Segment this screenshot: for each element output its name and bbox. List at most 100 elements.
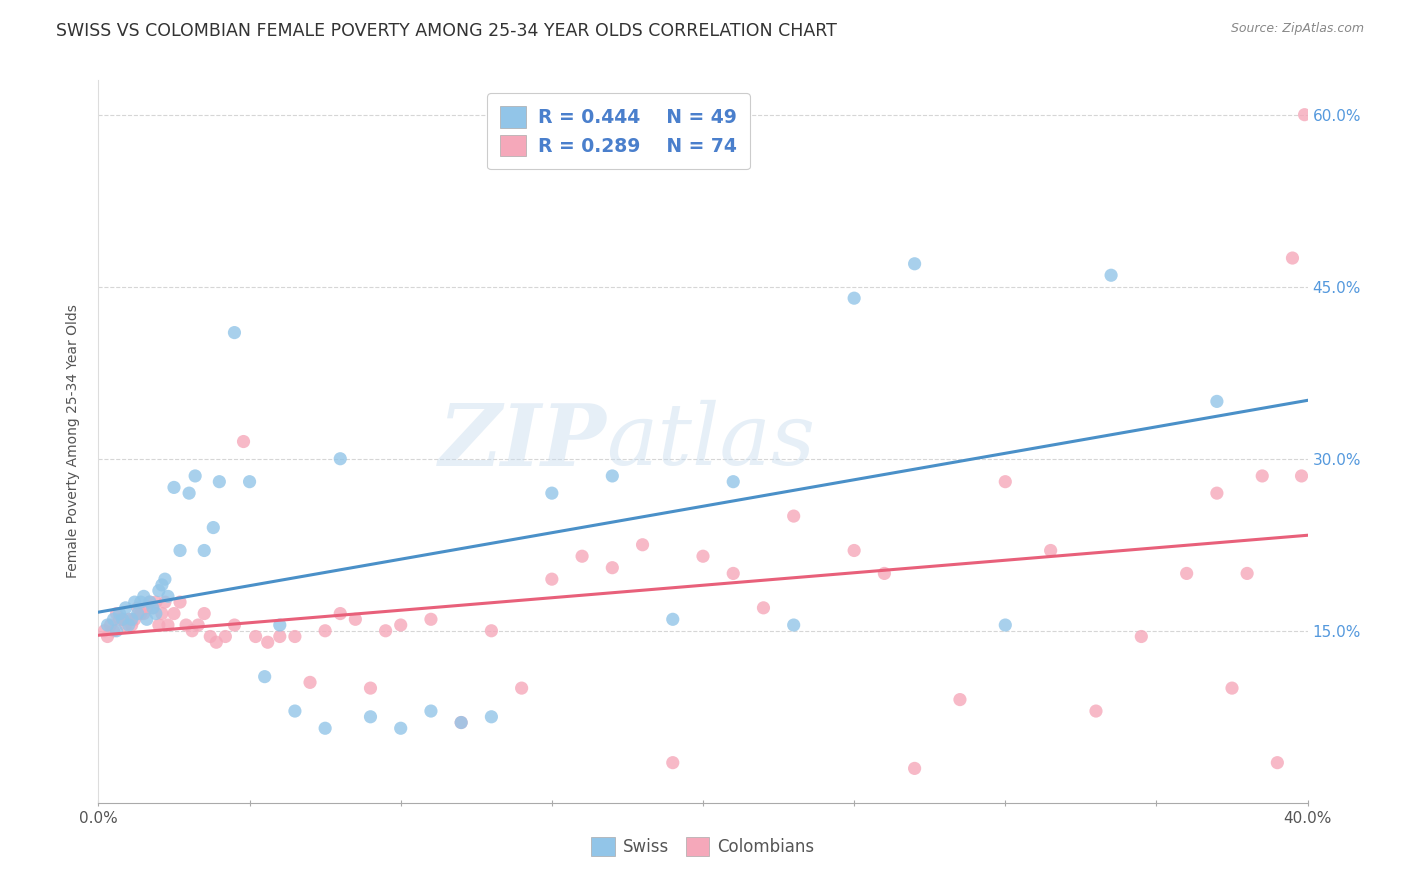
Point <box>510 681 533 695</box>
Point <box>114 600 136 615</box>
Point <box>153 595 176 609</box>
Point <box>232 434 254 449</box>
Point <box>193 607 215 621</box>
Point <box>1236 566 1258 581</box>
Point <box>360 681 382 695</box>
Point <box>156 590 179 604</box>
Point <box>105 607 128 621</box>
Point <box>284 630 307 644</box>
Point <box>150 607 173 621</box>
Point <box>329 451 352 466</box>
Text: Source: ZipAtlas.com: Source: ZipAtlas.com <box>1230 22 1364 36</box>
Point <box>844 291 866 305</box>
Point <box>752 600 775 615</box>
Point <box>163 480 186 494</box>
Point <box>661 612 683 626</box>
Point <box>111 612 134 626</box>
Point <box>389 618 412 632</box>
Point <box>224 326 246 340</box>
Point <box>214 630 236 644</box>
Point <box>145 607 167 621</box>
Text: ZIP: ZIP <box>439 400 606 483</box>
Point <box>723 566 745 581</box>
Point <box>904 761 927 775</box>
Point <box>783 509 806 524</box>
Point <box>1251 469 1274 483</box>
Point <box>1130 630 1153 644</box>
Point <box>256 635 278 649</box>
Point <box>153 572 176 586</box>
Point <box>224 618 246 632</box>
Point <box>1175 566 1198 581</box>
Point <box>150 578 173 592</box>
Point <box>284 704 307 718</box>
Point <box>156 618 179 632</box>
Point <box>1220 681 1243 695</box>
Point <box>389 721 412 735</box>
Point <box>129 595 152 609</box>
Point <box>139 595 162 609</box>
Point <box>1294 108 1316 122</box>
Point <box>132 607 155 621</box>
Point <box>450 715 472 730</box>
Point <box>420 704 443 718</box>
Point <box>208 475 231 489</box>
Point <box>314 721 336 735</box>
Point <box>169 543 191 558</box>
Point <box>193 543 215 558</box>
Point <box>723 475 745 489</box>
Point <box>1267 756 1289 770</box>
Point <box>200 630 222 644</box>
Point <box>181 624 204 638</box>
Point <box>450 715 472 730</box>
Legend: Swiss, Colombians: Swiss, Colombians <box>585 830 821 863</box>
Point <box>571 549 593 564</box>
Point <box>904 257 927 271</box>
Point <box>179 486 201 500</box>
Point <box>481 710 503 724</box>
Point <box>873 566 896 581</box>
Point <box>127 607 149 621</box>
Point <box>602 469 624 483</box>
Point <box>299 675 322 690</box>
Point <box>602 560 624 574</box>
Y-axis label: Female Poverty Among 25-34 Year Olds: Female Poverty Among 25-34 Year Olds <box>66 304 80 579</box>
Point <box>187 618 209 632</box>
Point <box>269 630 291 644</box>
Point <box>135 600 157 615</box>
Point <box>374 624 396 638</box>
Point <box>174 618 197 632</box>
Point <box>202 520 225 534</box>
Point <box>142 600 165 615</box>
Point <box>692 549 714 564</box>
Point <box>135 612 157 626</box>
Point <box>783 618 806 632</box>
Point <box>163 607 186 621</box>
Point <box>111 612 134 626</box>
Point <box>124 612 146 626</box>
Point <box>661 756 683 770</box>
Point <box>127 600 149 615</box>
Point <box>420 612 443 626</box>
Point <box>100 618 122 632</box>
Point <box>105 624 128 638</box>
Point <box>148 583 170 598</box>
Point <box>96 630 118 644</box>
Point <box>245 630 267 644</box>
Point <box>1039 543 1062 558</box>
Text: SWISS VS COLOMBIAN FEMALE POVERTY AMONG 25-34 YEAR OLDS CORRELATION CHART: SWISS VS COLOMBIAN FEMALE POVERTY AMONG … <box>56 22 837 40</box>
Point <box>631 538 654 552</box>
Point <box>994 475 1017 489</box>
Point <box>118 612 141 626</box>
Point <box>253 670 276 684</box>
Point <box>93 624 115 638</box>
Point <box>344 612 367 626</box>
Point <box>314 624 336 638</box>
Point <box>184 469 207 483</box>
Point <box>148 618 170 632</box>
Point <box>329 607 352 621</box>
Point <box>169 595 191 609</box>
Point <box>844 543 866 558</box>
Point <box>121 618 143 632</box>
Point <box>145 595 167 609</box>
